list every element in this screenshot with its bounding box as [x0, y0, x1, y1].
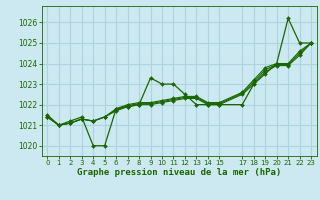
X-axis label: Graphe pression niveau de la mer (hPa): Graphe pression niveau de la mer (hPa) — [77, 168, 281, 177]
